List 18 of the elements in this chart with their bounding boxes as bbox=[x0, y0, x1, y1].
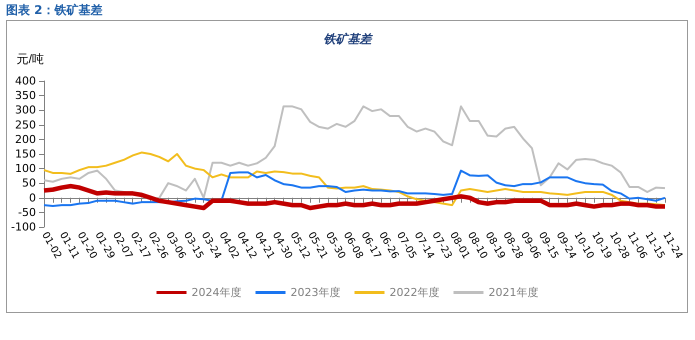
y-tick-label: 0 bbox=[29, 191, 36, 204]
legend-label: 2023年度 bbox=[290, 286, 341, 299]
y-tick-label: 150 bbox=[15, 148, 36, 160]
legend-label: 2024年度 bbox=[192, 286, 242, 299]
y-tick-label: -100 bbox=[11, 220, 36, 234]
chart-subtitle: 铁矿基差 bbox=[324, 32, 374, 46]
y-tick-label: 250 bbox=[15, 118, 36, 132]
y-tick-label: 50 bbox=[22, 176, 36, 190]
chart-title: 图表 2：铁矿基差 bbox=[6, 2, 103, 19]
y-tick-label: 100 bbox=[15, 162, 36, 176]
y-tick-label: 350 bbox=[15, 89, 36, 102]
y-tick-label: 300 bbox=[15, 104, 36, 117]
y-tick-label: -50 bbox=[18, 206, 36, 219]
y-axis-title: 元/吨 bbox=[16, 52, 44, 66]
y-tick-label: 400 bbox=[15, 74, 36, 88]
legend-label: 2021年度 bbox=[488, 286, 538, 299]
legend-label: 2022年度 bbox=[390, 286, 440, 299]
y-tick-label: 200 bbox=[15, 132, 36, 146]
